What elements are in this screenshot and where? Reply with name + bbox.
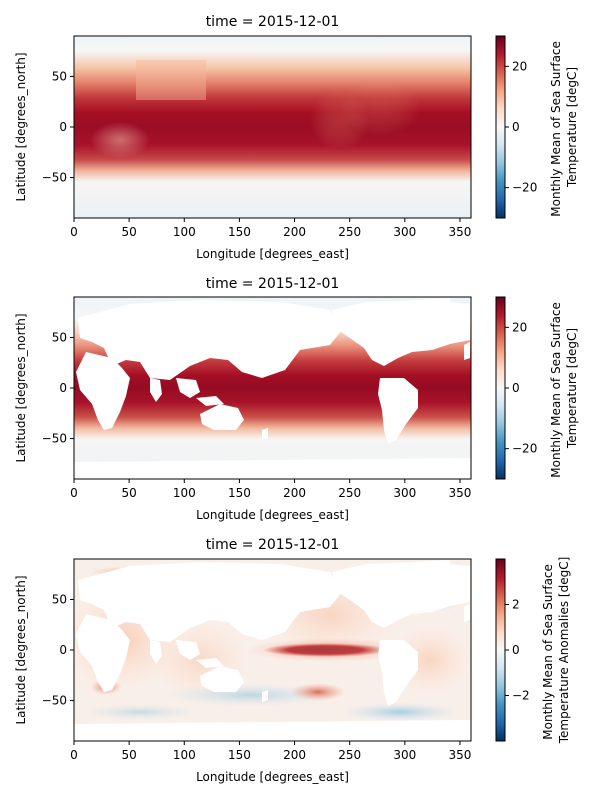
panel-1-y-label: Latitude [degrees_north] xyxy=(14,52,28,201)
panel-1-y-tick-label: −50 xyxy=(42,171,67,185)
panel-3-y-tick-label: −50 xyxy=(42,694,67,708)
panel-3: time = 2015-12-01 xyxy=(14,537,571,784)
panel-2-x-tick-label: 50 xyxy=(121,486,136,500)
panel-3-x-label: Longitude [degrees_east] xyxy=(196,770,349,784)
panel-2-x-tick-label: 300 xyxy=(393,486,416,500)
panel-1-title: time = 2015-12-01 xyxy=(206,14,340,30)
panel-3-x-tick-label: 50 xyxy=(121,748,136,762)
panel-3-heatmap xyxy=(74,559,471,741)
panel-2-x-tick-label: 0 xyxy=(70,486,78,500)
panel-2-x-ticks: 0 50 100 150 200 250 300 350 xyxy=(70,479,471,500)
panel-2-x-tick-label: 100 xyxy=(173,486,196,500)
panel-2-x-tick-label: 150 xyxy=(228,486,251,500)
panel-2-y-tick-label: 50 xyxy=(52,330,67,344)
panel-2-colorbar-tick-label: 20 xyxy=(512,320,527,334)
panel-2-colorbar-label: Monthly Mean of Sea Surface Temperature … xyxy=(549,298,579,477)
panel-1-x-tick-label: 300 xyxy=(393,225,416,239)
panel-1-heatmap xyxy=(74,36,471,218)
panel-1-x-tick-label: 50 xyxy=(121,225,136,239)
panel-1-colorbar-tick-label: 20 xyxy=(512,59,527,73)
panel-2: time = 2015-12-01 xyxy=(14,276,579,522)
panel-3-y-tick-label: 0 xyxy=(59,643,67,657)
panel-1-x-tick-label: 250 xyxy=(338,225,361,239)
panel-3-x-tick-label: 350 xyxy=(449,748,472,762)
panel-3-y-label: Latitude [degrees_north] xyxy=(14,575,28,724)
panel-3-colorbar: −2 0 2 Monthly Mean of Sea Surface Tempera… xyxy=(495,557,571,745)
panel-3-x-tick-label: 150 xyxy=(228,748,251,762)
panel-1: time = 2015-12-01 0 50 100 150 200 250 300 350 … xyxy=(14,14,579,261)
panel-3-x-tick-label: 300 xyxy=(393,748,416,762)
panel-3-x-tick-label: 250 xyxy=(338,748,361,762)
panel-1-x-tick-label: 350 xyxy=(449,225,472,239)
panel-2-land-mask xyxy=(74,298,471,479)
panel-2-heatmap xyxy=(74,297,471,479)
panel-3-colorbar-label: Monthly Mean of Sea Surface Temperature … xyxy=(541,557,571,745)
panel-1-x-tick-label: 0 xyxy=(70,225,78,239)
panel-3-colorbar-tick-label: 0 xyxy=(512,643,520,657)
panel-1-colorbar: −20 0 20 Monthly Mean of Sea Surface Tempe… xyxy=(495,35,579,219)
panel-1-x-tick-label: 150 xyxy=(228,225,251,239)
panel-3-colorbar-tick-label: −2 xyxy=(512,689,530,703)
panel-3-colorbar-tick-label: 2 xyxy=(512,598,520,612)
panel-3-land-mask xyxy=(74,560,471,741)
panel-2-title: time = 2015-12-01 xyxy=(206,276,340,292)
panel-2-y-label: Latitude [degrees_north] xyxy=(14,313,28,462)
panel-1-y-tick-label: 0 xyxy=(59,120,67,134)
panel-2-x-tick-label: 200 xyxy=(283,486,306,500)
panel-2-x-tick-label: 350 xyxy=(449,486,472,500)
panel-1-colorbar-tick-label: −20 xyxy=(512,181,537,195)
panel-3-x-tick-label: 200 xyxy=(283,748,306,762)
panel-1-x-tick-label: 100 xyxy=(173,225,196,239)
panel-1-colorbar-tick-label: 0 xyxy=(512,120,520,134)
panel-1-x-label: Longitude [degrees_east] xyxy=(196,247,349,261)
panel-1-colorbar-ticks: −20 0 20 xyxy=(505,59,537,195)
panel-2-y-tick-label: −50 xyxy=(42,432,67,446)
panel-3-title: time = 2015-12-01 xyxy=(206,537,340,553)
panel-2-x-label: Longitude [degrees_east] xyxy=(196,508,349,522)
panel-1-colorbar-label: Monthly Mean of Sea Surface Temperature … xyxy=(549,37,579,216)
panel-2-y-ticks: −50 0 50 xyxy=(42,330,74,446)
panel-2-colorbar: −20 0 20 Monthly Mean of Sea Surface Tempe… xyxy=(495,296,579,480)
panel-3-x-tick-label: 100 xyxy=(173,748,196,762)
panel-2-colorbar-tick-label: −20 xyxy=(512,442,537,456)
panel-1-x-tick-label: 200 xyxy=(283,225,306,239)
panel-1-y-tick-label: 50 xyxy=(52,69,67,83)
panel-3-colorbar-ticks: −2 0 2 xyxy=(505,598,530,703)
panel-3-y-tick-label: 50 xyxy=(52,592,67,606)
panel-2-x-tick-label: 250 xyxy=(338,486,361,500)
panel-3-y-ticks: −50 0 50 xyxy=(42,592,74,708)
panel-1-y-ticks: −50 0 50 xyxy=(42,69,74,185)
panel-2-y-tick-label: 0 xyxy=(59,381,67,395)
panel-2-colorbar-tick-label: 0 xyxy=(512,381,520,395)
panel-1-x-ticks: 0 50 100 150 200 250 300 350 xyxy=(70,218,471,239)
panel-3-x-tick-label: 0 xyxy=(70,748,78,762)
panel-3-x-ticks: 0 50 100 150 200 250 300 350 xyxy=(70,741,471,762)
panel-2-colorbar-ticks: −20 0 20 xyxy=(505,320,537,456)
